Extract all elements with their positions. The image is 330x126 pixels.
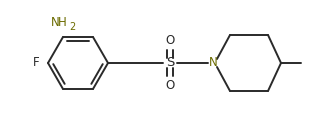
Text: 2: 2 [69,22,75,32]
Text: O: O [165,34,175,47]
Text: F: F [33,56,40,70]
Text: N: N [209,56,217,70]
Text: S: S [166,56,174,70]
Text: N: N [50,16,59,29]
Text: H: H [58,16,66,29]
Text: O: O [165,79,175,92]
